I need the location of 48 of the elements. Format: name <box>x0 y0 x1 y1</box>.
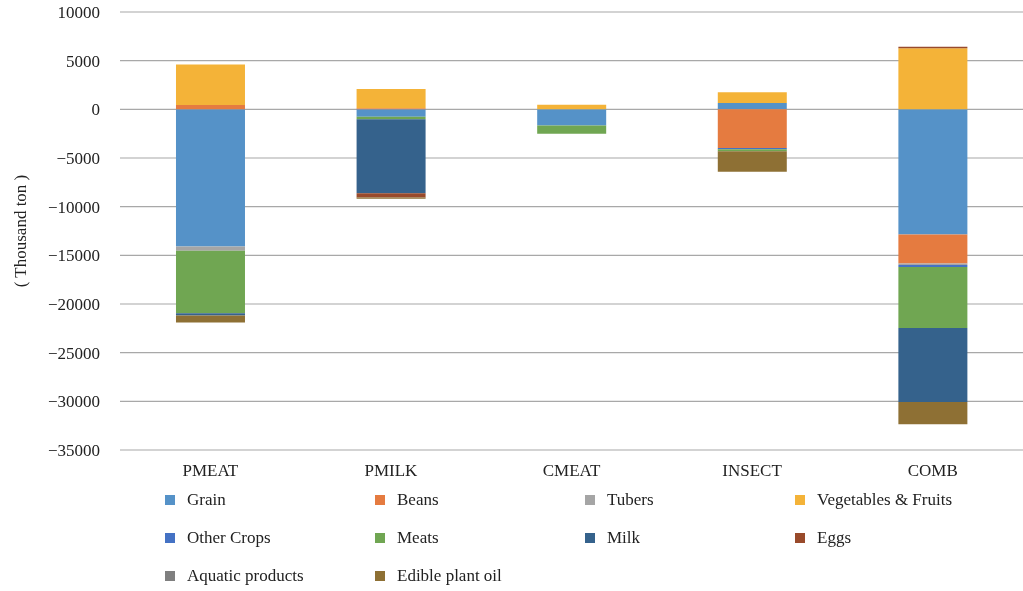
y-tick-label: 5000 <box>66 51 100 71</box>
legend-label: Vegetables & Fruits <box>817 490 953 510</box>
bar <box>175 104 245 110</box>
bar <box>898 327 968 402</box>
bar <box>717 92 787 103</box>
legend-label: Beans <box>397 490 439 510</box>
y-tick-label: −5000 <box>56 149 100 169</box>
bar <box>356 119 426 194</box>
legend-label: Edible plant oil <box>397 566 502 586</box>
y-tick-label: 10000 <box>57 3 100 23</box>
y-tick-label: 0 <box>91 100 100 120</box>
x-tick-label: INSECT <box>722 461 783 481</box>
bar <box>175 246 245 251</box>
bar <box>898 109 968 235</box>
bar <box>537 125 607 134</box>
bar <box>175 313 245 316</box>
y-tick-label: −30000 <box>47 392 100 412</box>
bar <box>356 88 426 109</box>
x-tick-label: PMEAT <box>182 461 239 481</box>
x-tick-label: COMB <box>907 461 958 481</box>
bar <box>717 109 787 148</box>
legend-label: Milk <box>607 528 641 548</box>
bar <box>356 109 426 117</box>
bar <box>175 109 245 247</box>
bar <box>537 109 607 126</box>
bar <box>717 151 787 172</box>
y-tick-label: −10000 <box>47 197 100 217</box>
bar <box>717 102 787 110</box>
legend-label: Meats <box>397 528 439 548</box>
legend-label: Aquatic products <box>187 566 304 586</box>
bar <box>898 48 968 110</box>
legend-label: Other Crops <box>187 528 271 548</box>
y-tick-label: −20000 <box>47 295 100 315</box>
x-tick-label: CMEAT <box>542 461 601 481</box>
bar <box>356 193 426 198</box>
legend-label: Tubers <box>607 490 654 510</box>
bar <box>898 234 968 264</box>
bar <box>175 250 245 314</box>
y-tick-label: −35000 <box>47 441 100 461</box>
y-axis-title: ( Thousand ton ) <box>11 174 31 288</box>
legend-label: Grain <box>187 490 226 510</box>
y-tick-label: −25000 <box>47 343 100 363</box>
y-tick-label: −15000 <box>47 246 100 266</box>
bar <box>898 401 968 425</box>
legend-label: Eggs <box>817 528 851 548</box>
bar <box>175 64 245 105</box>
x-tick-label: PMILK <box>364 461 419 481</box>
bar <box>898 266 968 328</box>
